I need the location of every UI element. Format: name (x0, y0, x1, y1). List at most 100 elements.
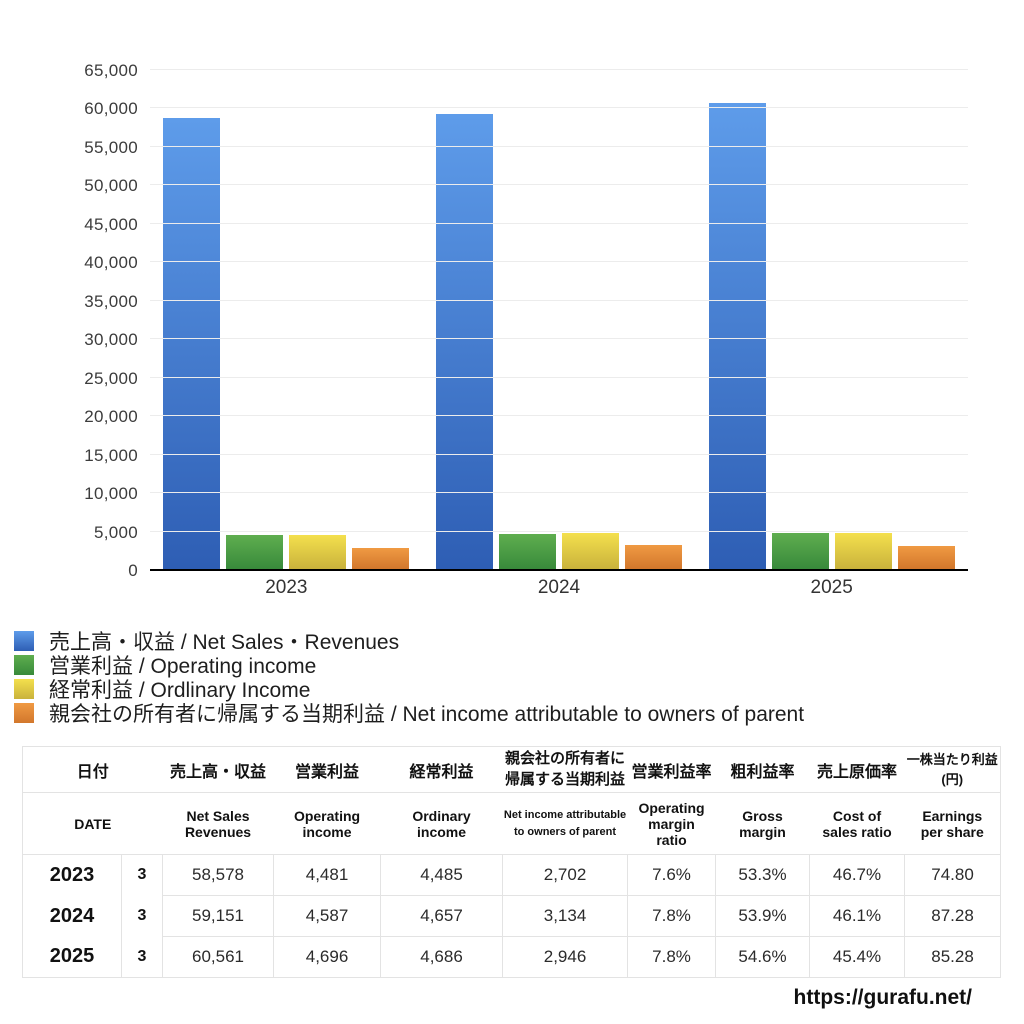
table-header-japanese: 日付 売上高・収益 営業利益 経常利益 親会社の所有者に 帰属する当期利益 営業利益率 粗利… (22, 746, 1001, 793)
value-cell: 4,481 (273, 854, 381, 896)
gridline (150, 261, 968, 263)
header-en-cell: DATE (22, 792, 163, 855)
table-row: 2024 3 59,151 4,587 4,657 3,134 7.8% 53.9% 46.1%… (23, 895, 1001, 937)
bar-net-sales-revenues[interactable] (708, 103, 766, 569)
header-jp-cell: 粗利益率 (715, 746, 810, 793)
value-cell: 2,946 (502, 936, 628, 978)
y-axis-tick-label: 50,000 (84, 176, 138, 196)
gridline (150, 338, 968, 340)
y-axis-tick-label: 15,000 (84, 445, 138, 465)
y-axis-tick-label: 10,000 (84, 484, 138, 504)
header-en-cell: Gross margin (715, 792, 810, 855)
y-axis-tick-label: 60,000 (84, 99, 138, 119)
value-cell: 7.8% (627, 936, 716, 978)
year-cell: 2023 (49, 863, 95, 886)
legend-label: 営業利益 / Operating income (49, 655, 317, 678)
y-axis-tick-label: 0 (128, 561, 138, 580)
bar-ordinary-income[interactable] (289, 534, 347, 569)
y-axis-tick-label: 25,000 (84, 368, 138, 388)
legend-item-operating-income: 営業利益 / Operating income (14, 653, 804, 678)
y-axis-tick-label: 30,000 (84, 330, 138, 350)
header-en-cell: Net income attributable to owners of par… (502, 792, 628, 855)
value-cell: 60,561 (162, 936, 274, 978)
value-cell: 53.3% (715, 854, 810, 896)
header-jp-cell: 親会社の所有者に 帰属する当期利益 (502, 746, 628, 793)
y-axis-tick-label: 35,000 (84, 291, 138, 311)
y-axis-tick-label: 20,000 (84, 407, 138, 427)
gridline (150, 376, 968, 378)
value-cell: 46.1% (809, 895, 905, 937)
year-cell: 2025 (49, 945, 95, 968)
bar-operating-income[interactable] (226, 534, 284, 569)
bar-groups (150, 71, 968, 569)
value-cell: 74.80 (904, 854, 1001, 896)
value-cell: 59,151 (162, 895, 274, 937)
legend-color-swatch-icon (14, 631, 34, 651)
x-axis-tick-label: 2024 (537, 577, 581, 598)
x-axis-tick-label: 2025 (810, 577, 853, 598)
legend-color-swatch-icon (14, 679, 34, 699)
bar-ordinary-income[interactable] (562, 533, 619, 569)
y-axis-tick-label: 65,000 (84, 61, 138, 80)
bar-group-2025 (695, 71, 968, 569)
value-cell: 54.6% (715, 936, 810, 978)
value-cell: 53.9% (715, 895, 810, 937)
value-cell: 58,578 (162, 854, 274, 896)
month-cell: 3 (120, 854, 163, 896)
gridline (150, 299, 968, 301)
bar-net-income-parent[interactable] (897, 546, 955, 569)
site-url: https://gurafu.net/ (793, 986, 972, 1009)
bar-operating-income[interactable] (771, 532, 829, 569)
x-axis-labels: 2023 2024 2025 (150, 577, 968, 599)
value-cell: 7.6% (627, 854, 716, 896)
value-cell: 4,696 (273, 936, 381, 978)
header-en-cell: Cost of sales ratio (809, 792, 905, 855)
header-en-cell: Operating margin ratio (627, 792, 716, 855)
y-axis-tick-label: 45,000 (84, 214, 138, 234)
table-row: 2023 3 58,578 4,481 4,485 2,702 7.6% 53.3% 46.7%… (23, 854, 1001, 896)
bar-operating-income[interactable] (499, 533, 556, 569)
value-cell: 7.8% (627, 895, 716, 937)
header-jp-cell: 経常利益 (380, 746, 503, 793)
value-cell: 87.28 (904, 895, 1001, 937)
legend-item-net-sales-revenues: 売上高・収益 / Net Sales・Revenues (14, 629, 804, 654)
month-cell: 3 (120, 936, 163, 978)
bar-ordinary-income[interactable] (834, 532, 892, 569)
value-cell: 2,702 (502, 854, 628, 896)
bar-net-income-parent[interactable] (625, 544, 682, 569)
value-cell: 4,587 (273, 895, 381, 937)
month-cell: 3 (120, 895, 163, 937)
y-axis-tick-label: 40,000 (84, 253, 138, 273)
legend-label: 親会社の所有者に帰属する当期利益 / Net income attributab… (49, 703, 805, 726)
bar-net-sales-revenues[interactable] (436, 114, 493, 569)
bar-net-sales-revenues[interactable] (163, 118, 221, 569)
gridline (150, 492, 968, 494)
header-jp-cell: 日付 (22, 746, 163, 793)
bar-group-2023 (150, 71, 423, 569)
header-jp-cell: 営業利益 (273, 746, 381, 793)
header-jp-cell: 売上高・収益 (162, 746, 274, 793)
header-en-cell: Ordinary income (380, 792, 503, 855)
gridline (150, 69, 968, 70)
year-cell: 2024 (49, 904, 95, 927)
chart-plot-area (150, 69, 968, 571)
y-axis-tick-label: 55,000 (84, 137, 138, 157)
value-cell: 4,686 (380, 936, 503, 978)
y-axis-labels: 0 5,000 10,000 15,000 20,000 25,000 30,000 35,0… (0, 61, 138, 580)
legend-item-ordinary-income: 経常利益 / Ordlinary Income (14, 677, 804, 702)
chart-legend: 売上高・収益 / Net Sales・Revenues 営業利益 / Operat… (14, 629, 805, 726)
gridline (150, 107, 968, 109)
header-jp-cell: 営業利益率 (627, 746, 716, 793)
gridline (150, 453, 968, 455)
legend-color-swatch-icon (14, 703, 34, 723)
bar-net-income-parent[interactable] (352, 548, 410, 569)
gridline (150, 415, 968, 417)
legend-label: 売上高・収益 / Net Sales・Revenues (49, 631, 400, 654)
header-jp-cell: 一株当たり利益 (円) (904, 746, 1001, 793)
header-en-cell: Earnings per share (904, 792, 1001, 855)
value-cell: 45.4% (809, 936, 905, 978)
table-header-english: DATE Net Sales Revenues Operating income Or… (22, 792, 1001, 855)
legend-label: 経常利益 / Ordlinary Income (49, 679, 311, 702)
gridline (150, 222, 968, 224)
